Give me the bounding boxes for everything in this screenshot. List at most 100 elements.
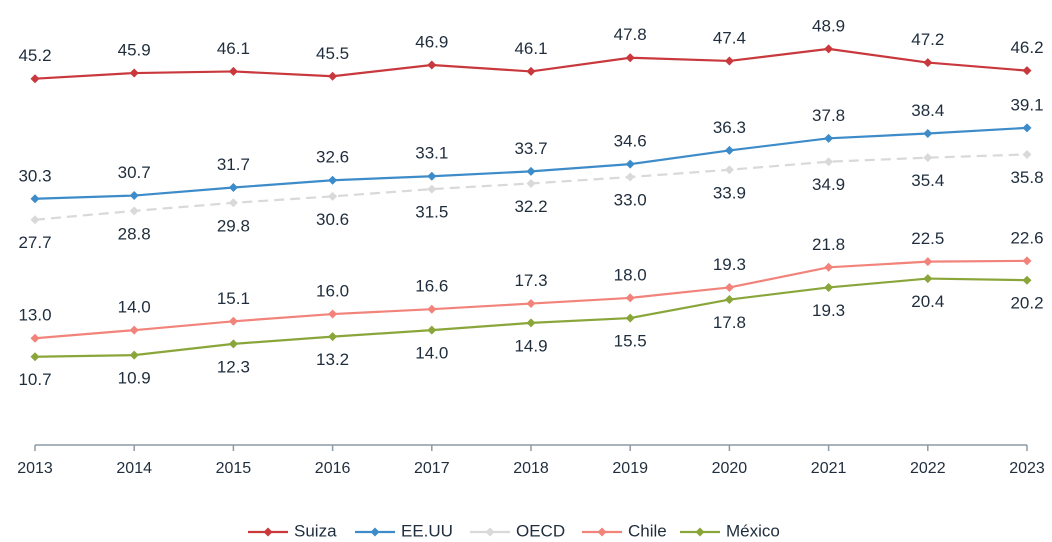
data-point [228,66,238,76]
data-label: 34.9 [812,175,845,194]
data-label: 21.8 [812,235,845,254]
data-point [328,71,338,81]
data-label: 46.2 [1010,38,1043,57]
data-point [1022,149,1032,159]
data-point [724,165,734,175]
data-point [328,175,338,185]
data-label: 16.6 [415,277,448,296]
data-point [625,293,635,303]
data-point [1022,256,1032,266]
data-label: 34.6 [614,132,647,151]
data-point [129,325,139,335]
data-point [427,325,437,335]
data-point [824,157,834,167]
data-label: 17.3 [514,271,547,290]
data-label: 12.3 [217,357,250,376]
x-tick-label: 2016 [315,460,351,477]
data-point [30,194,40,204]
data-label: 30.7 [118,163,151,182]
data-point [923,257,933,267]
data-label: 14.0 [118,298,151,317]
data-label: 17.8 [713,313,746,332]
x-tick-label: 2015 [216,460,252,477]
data-point [1022,123,1032,133]
x-tick-label: 2017 [414,460,450,477]
data-label: 35.4 [911,171,944,190]
data-point [824,133,834,143]
data-point [30,333,40,343]
data-label: 38.4 [911,101,944,120]
x-tick-label: 2020 [712,460,748,477]
data-label: 22.6 [1010,228,1043,247]
data-label: 47.4 [713,28,746,47]
data-label: 30.3 [18,166,51,185]
data-label: 33.9 [713,183,746,202]
data-point [625,172,635,182]
legend-label: Chile [628,521,667,540]
data-point [724,56,734,66]
data-label: 45.9 [118,41,151,60]
data-point [526,318,536,328]
data-label: 32.2 [514,197,547,216]
data-point [427,184,437,194]
data-point [228,198,238,208]
data-point [625,159,635,169]
data-point [724,295,734,305]
data-label: 10.7 [18,370,51,389]
legend-label: México [726,521,780,540]
data-point [427,60,437,70]
data-label: 47.2 [911,30,944,49]
data-point [30,215,40,225]
data-point [526,66,536,76]
data-point [30,74,40,84]
x-tick-label: 2022 [910,460,946,477]
data-label: 31.7 [217,155,250,174]
data-label: 18.0 [614,265,647,284]
data-label: 22.5 [911,229,944,248]
data-point [923,153,933,163]
legend-marker [597,527,607,537]
data-point [526,178,536,188]
data-label: 46.1 [217,39,250,58]
x-tick-label: 2013 [17,460,53,477]
data-point [228,339,238,349]
data-point [129,68,139,78]
data-label: 16.0 [316,282,349,301]
data-label: 14.9 [514,336,547,355]
data-label: 10.9 [118,369,151,388]
data-point [923,274,933,284]
data-label: 20.2 [1010,294,1043,313]
legend-marker [485,527,495,537]
x-tick-label: 2019 [612,460,648,477]
data-label: 27.7 [18,233,51,252]
data-label: 15.5 [614,332,647,351]
x-tick-label: 2021 [811,460,847,477]
data-point [526,166,536,176]
data-label: 45.5 [316,44,349,63]
data-label: 37.8 [812,106,845,125]
legend-marker [370,527,380,537]
data-label: 45.2 [18,46,51,65]
legend-label: OECD [516,521,565,540]
data-label: 28.8 [118,224,151,243]
data-point [129,350,139,360]
data-label: 29.8 [217,216,250,235]
data-label: 13.0 [18,306,51,325]
data-point [724,282,734,292]
data-label: 30.6 [316,210,349,229]
data-label: 33.1 [415,144,448,163]
data-point [328,332,338,342]
data-label: 39.1 [1010,95,1043,114]
data-label: 20.4 [911,292,944,311]
data-label: 13.2 [316,350,349,369]
data-point [328,191,338,201]
legend-marker [695,527,705,537]
data-point [129,206,139,216]
data-point [427,171,437,181]
x-tick-label: 2018 [513,460,549,477]
data-point [30,352,40,362]
data-label: 31.5 [415,203,448,222]
data-point [923,128,933,138]
data-label: 36.3 [713,118,746,137]
x-tick-label: 2014 [116,460,152,477]
